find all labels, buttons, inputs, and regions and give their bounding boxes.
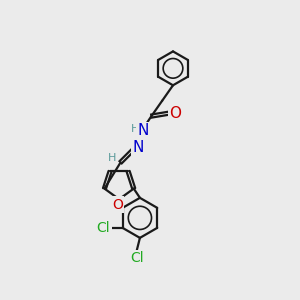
Text: Cl: Cl [97, 221, 110, 235]
Text: H: H [131, 124, 140, 134]
Text: O: O [169, 106, 181, 121]
Text: Cl: Cl [130, 251, 144, 265]
Text: H: H [108, 153, 116, 164]
Text: N: N [133, 140, 144, 155]
Text: N: N [137, 123, 149, 138]
Text: O: O [112, 198, 123, 212]
